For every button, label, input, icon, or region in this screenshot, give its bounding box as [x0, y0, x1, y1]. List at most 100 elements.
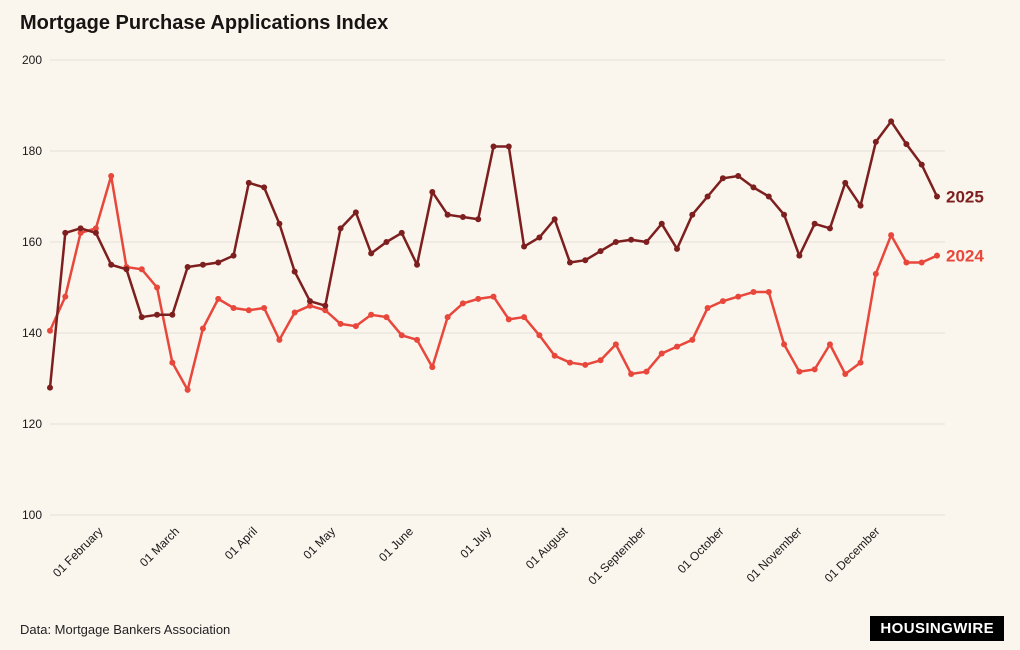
data-point-2024: [261, 304, 268, 311]
data-point-2024: [490, 293, 497, 300]
data-point-2025: [184, 264, 191, 271]
data-point-2025: [536, 234, 543, 241]
data-point-2024: [796, 368, 803, 375]
data-point-2024: [597, 357, 604, 364]
data-point-2024: [842, 370, 849, 377]
data-point-2024: [337, 320, 344, 327]
data-point-2025: [291, 268, 298, 275]
data-point-2025: [490, 143, 497, 150]
x-axis-tick-label: 01 March: [137, 524, 182, 569]
data-point-2025: [123, 266, 130, 273]
data-point-2025: [276, 220, 283, 227]
data-point-2024: [872, 270, 879, 277]
y-axis-tick-label: 100: [22, 508, 42, 522]
data-point-2025: [628, 236, 635, 243]
data-point-2024: [566, 359, 573, 366]
data-point-2025: [658, 220, 665, 227]
data-point-2025: [414, 261, 421, 268]
data-point-2025: [230, 252, 237, 259]
data-point-2024: [77, 229, 84, 236]
data-point-2024: [459, 300, 466, 307]
data-point-2024: [689, 336, 696, 343]
data-point-2024: [429, 364, 436, 371]
data-point-2025: [888, 118, 895, 125]
data-point-2025: [383, 239, 390, 245]
x-axis-tick-label: 01 July: [457, 524, 494, 561]
x-axis-tick-label: 01 November: [744, 524, 805, 585]
data-point-2024: [658, 350, 665, 357]
source-note: Data: Mortgage Bankers Association: [20, 622, 231, 637]
data-point-2025: [582, 257, 589, 264]
x-axis-tick-label: 01 August: [523, 524, 571, 572]
x-axis-tick-label: 01 September: [585, 524, 648, 587]
data-point-2025: [245, 179, 252, 186]
data-point-2024: [108, 173, 115, 180]
data-point-2024: [414, 336, 421, 343]
data-point-2025: [322, 302, 329, 309]
data-point-2025: [704, 193, 711, 200]
data-point-2025: [138, 314, 145, 321]
y-axis-tick-label: 160: [22, 235, 42, 249]
data-point-2024: [138, 266, 145, 273]
data-point-2025: [612, 239, 619, 245]
data-point-2024: [643, 368, 650, 375]
data-point-2025: [934, 193, 940, 200]
data-point-2024: [934, 252, 940, 259]
data-point-2025: [62, 229, 69, 236]
x-axis-tick-label: 01 February: [50, 524, 106, 580]
series-line-2025: [48, 120, 939, 389]
data-point-2024: [184, 386, 191, 393]
data-point-2025: [811, 220, 818, 227]
data-point-2025: [47, 384, 53, 391]
data-point-2025: [505, 143, 512, 150]
data-point-2024: [521, 314, 528, 321]
data-point-2024: [612, 341, 619, 348]
series-end-label-2024: 2024: [946, 247, 984, 266]
data-point-2024: [245, 307, 252, 314]
data-point-2024: [750, 289, 757, 296]
data-point-2024: [169, 359, 176, 366]
data-point-2024: [215, 295, 222, 302]
data-point-2025: [398, 229, 405, 236]
data-point-2025: [459, 213, 466, 220]
data-point-2024: [704, 304, 711, 311]
data-point-2025: [826, 225, 833, 232]
x-axis-tick-label: 01 June: [376, 524, 416, 564]
page-title: Mortgage Purchase Applications Index: [20, 12, 389, 34]
line-chart: 100 120 140 160 180 200 01 February 01 March 01 …: [22, 53, 984, 587]
data-point-2025: [674, 245, 681, 252]
data-point-2025: [108, 261, 115, 268]
data-point-2024: [674, 343, 681, 350]
data-point-2024: [306, 302, 313, 309]
data-point-2025: [643, 239, 650, 245]
y-axis-tick-label: 140: [22, 326, 42, 340]
data-point-2024: [92, 225, 99, 232]
data-point-2025: [92, 229, 99, 236]
data-point-2024: [291, 309, 298, 316]
x-axis-tick-label: 01 December: [822, 524, 883, 585]
data-point-2024: [719, 298, 726, 305]
data-point-2025: [199, 261, 206, 268]
data-point-2024: [230, 304, 237, 311]
data-point-2025: [306, 298, 313, 305]
data-point-2025: [352, 209, 359, 216]
data-point-2025: [429, 188, 436, 195]
x-axis-tick-label: 01 April: [222, 524, 260, 562]
data-point-2024: [765, 289, 772, 296]
data-point-2025: [750, 184, 757, 191]
data-point-2024: [811, 366, 818, 373]
data-point-2024: [888, 232, 895, 239]
data-point-2024: [582, 361, 589, 368]
housingwire-logo: HOUSINGWIRE: [870, 616, 1004, 641]
data-point-2025: [261, 184, 268, 191]
data-point-2024: [352, 323, 359, 330]
x-axis-tick-label: 01 May: [300, 524, 338, 562]
x-axis-tick-label: 01 October: [675, 524, 727, 576]
data-point-2025: [169, 311, 176, 318]
data-point-2025: [781, 211, 788, 218]
data-point-2025: [842, 179, 849, 186]
data-point-2024: [536, 332, 543, 339]
data-point-2025: [475, 216, 482, 223]
data-point-2025: [597, 248, 604, 255]
data-point-2025: [551, 216, 558, 223]
